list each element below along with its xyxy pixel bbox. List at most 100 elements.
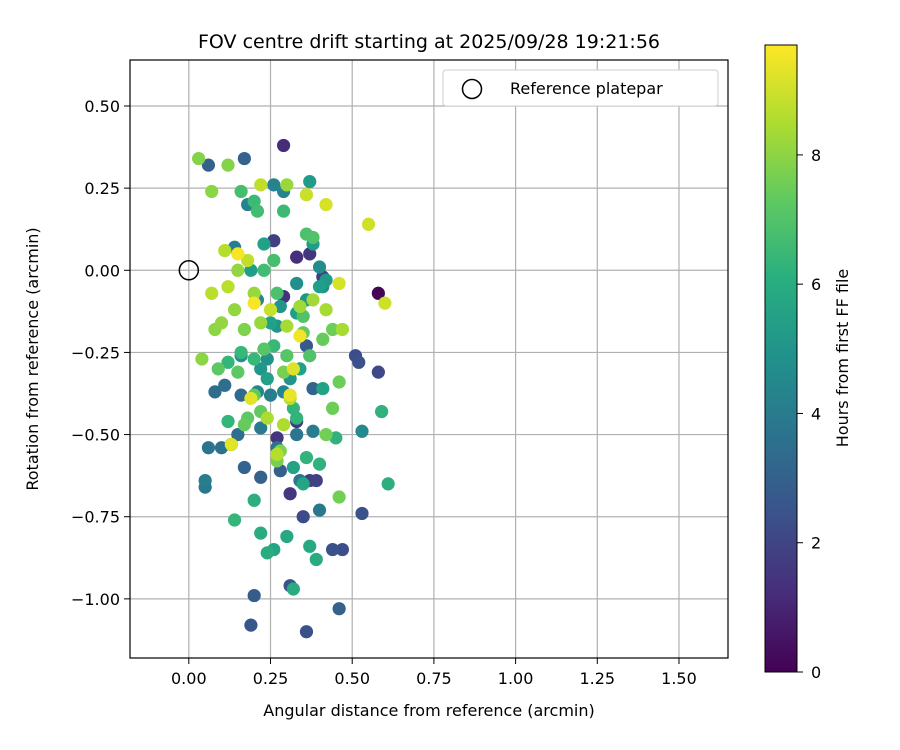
x-tick-label: 0.50 (334, 669, 370, 688)
scatter-point (280, 178, 294, 192)
scatter-point (254, 362, 268, 376)
scatter-point (257, 237, 271, 251)
scatter-point (211, 362, 225, 376)
scatter-point (286, 362, 300, 376)
scatter-point (290, 250, 304, 264)
scatter-point (286, 460, 300, 475)
scatter-point (201, 441, 216, 455)
scatter-point (309, 473, 323, 488)
scatter-point (280, 349, 294, 363)
scatter-point (335, 542, 350, 557)
scatter-point (332, 375, 346, 389)
scatter-point (316, 332, 330, 346)
scatter-point (306, 230, 320, 245)
x-tick-label: 0.75 (416, 669, 452, 688)
scatter-point (312, 503, 327, 517)
scatter-point (381, 477, 395, 491)
scatter-point (257, 342, 271, 356)
y-tick-label: 0.00 (84, 261, 120, 280)
scatter-point (306, 381, 320, 396)
scatter-point (260, 546, 274, 560)
y-tick-label: −0.50 (71, 426, 120, 445)
y-axis-label: Rotation from reference (arcmin) (23, 227, 42, 490)
x-tick-label: 1.00 (498, 669, 534, 688)
scatter-point (335, 322, 350, 337)
y-tick-label: −1.00 (71, 590, 120, 609)
x-tick-label: 1.25 (579, 669, 615, 688)
legend-label: Reference platepar (510, 79, 663, 98)
scatter-point (214, 316, 229, 330)
scatter-point (296, 510, 310, 524)
y-tick-label: −0.75 (71, 508, 120, 527)
scatter-point (312, 280, 327, 294)
scatter-point (316, 381, 330, 396)
scatter-point (296, 477, 310, 491)
scatter-point (234, 345, 248, 360)
x-tick-label: 1.50 (661, 669, 697, 688)
colorbar-gradient (764, 44, 798, 673)
scatter-point (267, 178, 281, 192)
scatter-point (306, 293, 320, 307)
scatter-point (241, 253, 255, 268)
scatter-point (276, 138, 291, 153)
scatter-point (244, 618, 258, 632)
reference-marker (178, 260, 200, 281)
scatter-point (195, 352, 209, 366)
x-axis-ticks: 0.00 0.25 0.50 0.75 1.00 1.25 1.50 (171, 658, 697, 688)
scatter-point (231, 247, 245, 261)
scatter-point (247, 588, 261, 603)
scatter-point (237, 151, 251, 166)
scatter-point (221, 158, 235, 172)
scatter-point (270, 431, 284, 445)
scatter-point (309, 552, 323, 567)
scatter-point (247, 296, 261, 310)
scatter-point (283, 487, 297, 501)
scatter-point (319, 427, 333, 442)
scatter-point (286, 582, 300, 596)
scatter-point (231, 263, 245, 277)
scatter-point (299, 188, 314, 202)
scatter-point (378, 296, 392, 310)
scatter-point (299, 450, 314, 465)
scatter-point (250, 204, 265, 218)
scatter-point (198, 473, 212, 488)
scatter-point (283, 388, 297, 402)
scatter-point (361, 217, 376, 231)
scatter-point (221, 414, 235, 429)
scatter-point (299, 625, 314, 639)
scatter-point (270, 286, 284, 300)
scatter-point (293, 299, 307, 314)
scatter-point (290, 427, 304, 442)
scatter-point (234, 184, 248, 199)
scatter-point (371, 286, 385, 300)
scatter-point (312, 260, 327, 274)
scatter-point (375, 404, 389, 419)
scatter-point (319, 197, 333, 212)
scatter-point (280, 529, 294, 544)
scatter-point (254, 421, 268, 435)
scatter-point (276, 204, 291, 218)
x-tick-label: 0.00 (171, 669, 207, 688)
scatter-point (231, 427, 245, 442)
colorbar-tick-label: 2 (811, 534, 821, 553)
scatter-point (326, 322, 340, 337)
scatter-point (332, 276, 346, 291)
scatter-point (192, 151, 206, 166)
scatter-point (263, 303, 278, 317)
scatter-point (254, 316, 268, 330)
chart-title: FOV centre drift starting at 2025/09/28 … (198, 31, 660, 53)
scatter-point (293, 329, 307, 343)
scatter-point (326, 542, 340, 557)
scatter-point (260, 372, 274, 386)
scatter-point (244, 391, 258, 406)
scatter-point (355, 506, 369, 521)
scatter-point (227, 303, 242, 317)
legend-marker (461, 78, 483, 100)
scatter-point (280, 319, 294, 333)
colorbar: 0 2 4 6 8 Hours from first FF file (764, 44, 852, 682)
legend-box (442, 69, 719, 107)
scatter-point (276, 418, 291, 432)
scatter-point (231, 365, 245, 379)
